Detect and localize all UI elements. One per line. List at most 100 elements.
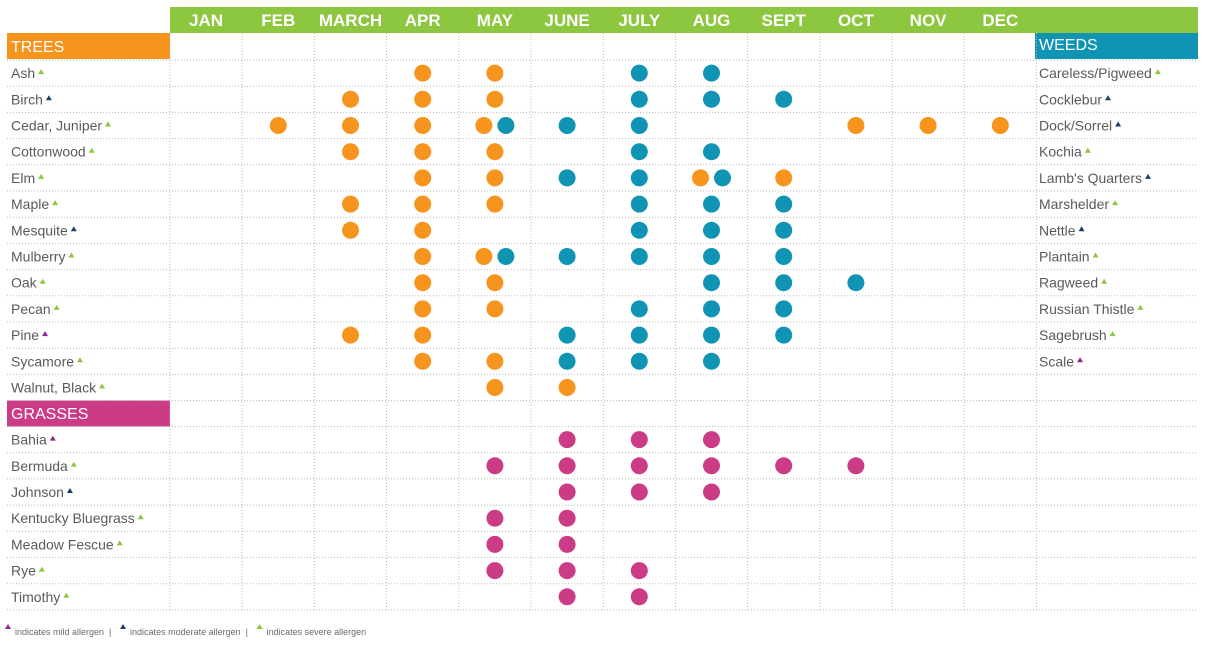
grass-name-label: Timothy bbox=[11, 589, 60, 605]
tree-name-label: Birch bbox=[11, 91, 43, 107]
grass-pollen-dot bbox=[486, 562, 504, 580]
tree-pollen-dot bbox=[342, 195, 359, 213]
tree-name-label: Elm bbox=[11, 170, 35, 186]
month-label: OCT bbox=[838, 11, 875, 30]
tree-pollen-dot bbox=[486, 195, 504, 213]
grass-allergen-marker-icon bbox=[49, 435, 56, 441]
tree-name-label: Mulberry bbox=[11, 249, 65, 265]
tree-name-label: Sycamore bbox=[11, 353, 74, 369]
grass-pollen-dot bbox=[558, 588, 576, 606]
weed-pollen-dot bbox=[630, 195, 648, 213]
grass-name-label: Bahia bbox=[11, 432, 47, 448]
month-label: JAN bbox=[189, 11, 223, 30]
tree-allergen-marker-icon bbox=[68, 252, 75, 258]
weed-pollen-dot bbox=[775, 274, 793, 292]
tree-pollen-dot bbox=[414, 90, 432, 108]
tree-allergen-marker-icon bbox=[39, 278, 46, 284]
tree-pollen-dot bbox=[847, 117, 865, 134]
weed-allergen-marker-icon bbox=[1105, 95, 1112, 101]
grass-allergen-marker-icon bbox=[63, 592, 70, 598]
weed-pollen-dot bbox=[703, 326, 720, 344]
weed-name-label: Kochia bbox=[1039, 144, 1082, 160]
grass-name-label: Kentucky Bluegrass bbox=[11, 510, 135, 526]
grass-allergen-marker-icon bbox=[116, 540, 123, 546]
grass-allergen-marker-icon bbox=[38, 566, 45, 572]
month-label: SEPT bbox=[761, 11, 806, 30]
tree-pollen-dot bbox=[414, 64, 432, 82]
tree-allergen-marker-icon bbox=[105, 121, 112, 127]
tree-pollen-dot bbox=[486, 143, 504, 161]
weed-name-label: Nettle bbox=[1039, 222, 1076, 238]
month-label: NOV bbox=[910, 11, 948, 30]
grass-pollen-dot bbox=[847, 457, 865, 475]
weed-pollen-dot bbox=[847, 274, 865, 292]
legend-marker-icon bbox=[120, 624, 127, 629]
grass-pollen-dot bbox=[630, 457, 648, 475]
tree-pollen-dot bbox=[414, 326, 432, 344]
weed-pollen-dot bbox=[703, 64, 720, 82]
grass-pollen-dot bbox=[486, 509, 504, 527]
tree-pollen-dot bbox=[486, 90, 504, 108]
tree-pollen-dot bbox=[342, 326, 359, 344]
grass-pollen-dot bbox=[558, 483, 576, 501]
weed-pollen-dot bbox=[775, 326, 793, 344]
tree-name-label: Pine bbox=[11, 327, 39, 343]
tree-pollen-dot bbox=[414, 274, 432, 292]
tree-pollen-dot bbox=[414, 248, 432, 265]
grass-pollen-dot bbox=[703, 483, 720, 501]
grass-pollen-dot bbox=[558, 535, 576, 553]
weed-allergen-marker-icon bbox=[1077, 357, 1084, 363]
weed-pollen-dot bbox=[558, 117, 576, 134]
grass-pollen-dot bbox=[630, 588, 648, 606]
weed-name-label: Scale bbox=[1039, 353, 1074, 369]
month-label: DEC bbox=[982, 11, 1018, 30]
tree-pollen-dot bbox=[342, 90, 359, 108]
month-label: FEB bbox=[261, 11, 295, 30]
tree-pollen-dot bbox=[486, 379, 504, 396]
grass-pollen-dot bbox=[486, 535, 504, 553]
weed-pollen-dot bbox=[630, 352, 648, 370]
weed-pollen-dot bbox=[630, 143, 648, 161]
tree-pollen-dot bbox=[475, 248, 493, 265]
tree-pollen-dot bbox=[342, 221, 359, 239]
weed-allergen-marker-icon bbox=[1078, 226, 1085, 232]
weed-pollen-dot bbox=[775, 195, 793, 213]
weed-allergen-marker-icon bbox=[1084, 147, 1091, 153]
weed-allergen-marker-icon bbox=[1112, 200, 1119, 206]
tree-name-label: Ash bbox=[11, 65, 35, 81]
weed-pollen-dot bbox=[558, 169, 576, 187]
grass-pollen-dot bbox=[558, 431, 576, 449]
tree-name-label: Walnut, Black bbox=[11, 380, 97, 396]
weed-pollen-dot bbox=[630, 221, 648, 239]
legend-label: indicates moderate allergen bbox=[130, 627, 241, 637]
grass-pollen-dot bbox=[630, 431, 648, 449]
weed-pollen-dot bbox=[630, 117, 648, 134]
weed-name-label: Ragweed bbox=[1039, 275, 1098, 291]
legend-label: indicates severe allergen bbox=[267, 627, 367, 637]
weed-pollen-dot bbox=[775, 221, 793, 239]
weed-pollen-dot bbox=[558, 248, 576, 265]
weeds-section-header bbox=[1035, 33, 1198, 59]
tree-name-label: Cedar, Juniper bbox=[11, 118, 102, 134]
month-header-band bbox=[170, 7, 1198, 33]
weed-pollen-dot bbox=[630, 169, 648, 187]
grass-pollen-dot bbox=[486, 457, 504, 475]
tree-pollen-dot bbox=[775, 169, 793, 187]
weed-pollen-dot bbox=[703, 248, 720, 265]
month-label: AUG bbox=[693, 11, 731, 30]
weed-pollen-dot bbox=[714, 169, 731, 187]
weed-pollen-dot bbox=[703, 300, 720, 318]
weed-allergen-marker-icon bbox=[1101, 278, 1108, 284]
weed-pollen-dot bbox=[775, 248, 793, 265]
tree-allergen-marker-icon bbox=[45, 95, 52, 101]
tree-pollen-dot bbox=[414, 352, 432, 370]
legend-separator: | bbox=[246, 627, 248, 637]
grass-name-label: Bermuda bbox=[11, 458, 68, 474]
grasses-section-header bbox=[7, 400, 170, 427]
tree-allergen-marker-icon bbox=[53, 304, 60, 310]
grass-pollen-dot bbox=[558, 562, 576, 580]
tree-pollen-dot bbox=[269, 117, 287, 134]
grass-name-label: Meadow Fescue bbox=[11, 536, 114, 552]
tree-name-label: Maple bbox=[11, 196, 49, 212]
